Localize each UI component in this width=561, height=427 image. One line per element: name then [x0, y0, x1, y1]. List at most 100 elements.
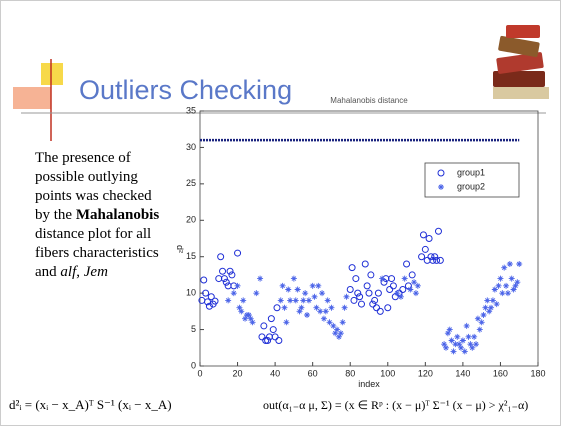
formula: out(α₁₋α μ, Σ) = (x ∈ Rᵖ : (x − μ)ᵀ Σ⁻¹ … [263, 398, 528, 412]
point [493, 301, 500, 308]
point [478, 319, 485, 326]
point [305, 297, 312, 304]
formula: d²ᵢ = (xᵢ − x_A)ᵀ S⁻¹ (xᵢ − x_A) [9, 397, 172, 412]
point [326, 319, 333, 326]
point [334, 326, 341, 333]
books-icon [493, 25, 549, 99]
point [495, 282, 502, 289]
point [352, 275, 360, 283]
point [423, 256, 431, 264]
point [339, 319, 346, 326]
point [373, 304, 381, 312]
point [476, 326, 483, 333]
point [516, 261, 523, 267]
point [273, 304, 281, 312]
point [296, 308, 303, 315]
point [384, 304, 392, 312]
point [236, 304, 243, 311]
point [376, 307, 384, 315]
point [414, 282, 421, 289]
plot-frame [199, 110, 539, 367]
slide-title: Outliers Checking [79, 75, 292, 105]
x-tick-label: 120 [418, 368, 433, 378]
point [412, 290, 419, 297]
point [200, 276, 208, 284]
point [369, 300, 377, 308]
point [220, 275, 228, 283]
point [217, 253, 225, 261]
point [429, 256, 437, 264]
y-tick-label: 0 [191, 360, 196, 370]
point [374, 289, 382, 297]
y-tick-label: 10 [186, 288, 196, 298]
point [419, 231, 427, 239]
point [458, 344, 465, 351]
point [469, 344, 476, 351]
point [346, 286, 354, 293]
point [253, 290, 260, 297]
point [388, 275, 396, 283]
point [283, 319, 290, 326]
point [408, 271, 416, 279]
x-tick-label: 40 [270, 368, 280, 378]
point [330, 322, 337, 329]
point [343, 293, 350, 300]
point [313, 304, 320, 311]
point [257, 275, 264, 282]
point [267, 315, 275, 323]
point [311, 293, 318, 300]
point [367, 271, 375, 279]
point [317, 308, 324, 315]
point [434, 227, 442, 235]
point [324, 297, 331, 304]
legend-marker [437, 169, 445, 177]
text: distance plot for all fibers characteris… [35, 226, 159, 280]
x-tick-label: 60 [308, 368, 318, 378]
point [277, 297, 284, 304]
deco-square [13, 87, 51, 109]
point [285, 286, 292, 293]
point [225, 297, 232, 304]
point [249, 319, 256, 326]
bold-text: Mahalanobis [75, 207, 160, 223]
point [504, 290, 511, 297]
x-tick-label: 80 [345, 368, 355, 378]
point [238, 308, 245, 315]
point [322, 308, 329, 315]
point [461, 348, 468, 355]
point [404, 282, 412, 290]
point [269, 326, 277, 334]
point [433, 256, 441, 264]
point [499, 290, 506, 297]
point [365, 289, 373, 297]
point [448, 337, 455, 344]
point [300, 297, 307, 304]
point [450, 348, 457, 355]
point [427, 253, 435, 261]
x-tick-label: 0 [197, 368, 202, 378]
point [431, 253, 439, 261]
point [271, 333, 279, 341]
point [363, 282, 371, 290]
point [328, 304, 335, 311]
point [474, 315, 481, 322]
point [202, 289, 210, 297]
point [211, 297, 219, 305]
y-tick-label: 5 [191, 324, 196, 334]
point [403, 260, 411, 268]
point [512, 282, 519, 289]
point [265, 333, 273, 341]
point [219, 267, 227, 275]
point [441, 341, 448, 348]
point [298, 304, 305, 311]
point [319, 290, 326, 297]
point [240, 297, 247, 304]
legend-box [424, 162, 520, 198]
x-tick-label: 20 [233, 368, 243, 378]
point [456, 341, 463, 348]
point [510, 286, 517, 293]
point [294, 286, 301, 293]
point [446, 326, 453, 333]
